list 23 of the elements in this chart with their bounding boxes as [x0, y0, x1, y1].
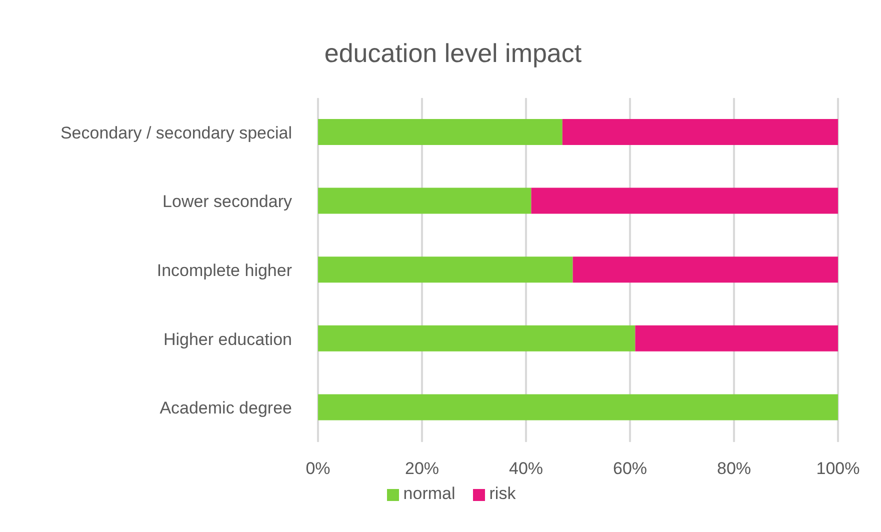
- bar: [318, 119, 562, 145]
- x-tick-label: 60%: [612, 459, 648, 478]
- x-tick-label: 20%: [404, 459, 440, 478]
- bar: [318, 188, 532, 214]
- legend-label: risk: [489, 484, 516, 503]
- x-tick-label: 0%: [306, 459, 330, 478]
- bar: [635, 325, 838, 352]
- x-tick-label: 100%: [816, 459, 860, 478]
- y-tick-label: Secondary / secondary special: [60, 123, 292, 142]
- y-tick-label: Lower secondary: [162, 192, 292, 212]
- y-tick-label: Incomplete higher: [156, 261, 292, 280]
- x-tick-label: 40%: [508, 459, 544, 478]
- bar: [572, 256, 838, 283]
- bar: [318, 256, 573, 283]
- chart-title: education level impact: [323, 38, 583, 69]
- bar: [318, 325, 636, 352]
- bar: [531, 188, 838, 214]
- x-tick-label: 80%: [716, 459, 752, 478]
- bar: [318, 394, 838, 420]
- bar: [562, 119, 838, 145]
- legend-label: normal: [403, 484, 456, 503]
- y-tick-label: Higher education: [163, 330, 292, 349]
- y-tick-label: Academic degree: [160, 398, 292, 418]
